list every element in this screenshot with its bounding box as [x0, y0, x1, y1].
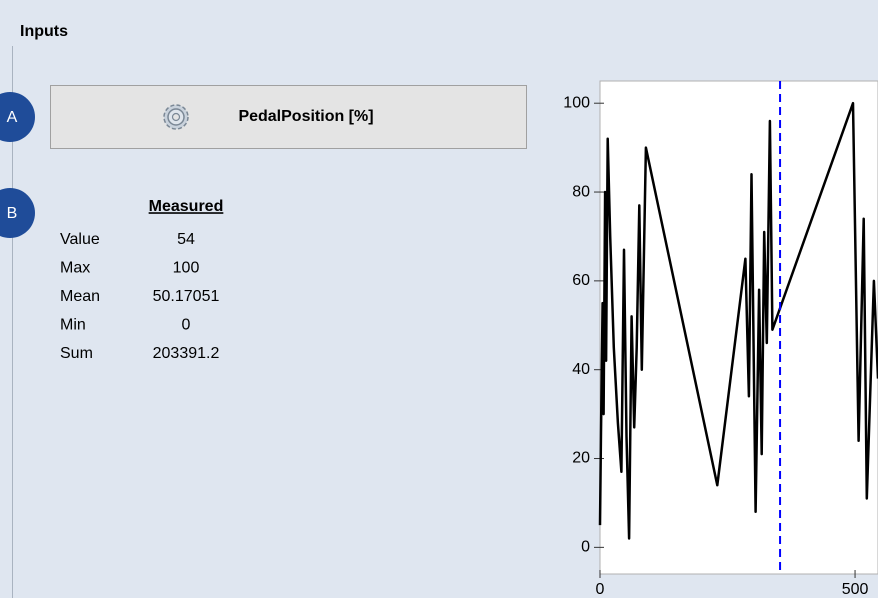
- badge: [0, 188, 35, 238]
- stat-value: 50.17051: [153, 288, 220, 305]
- y-tick-label: 20: [572, 450, 590, 467]
- data-line: [598, 101, 878, 540]
- stat-value: 203391.2: [153, 345, 220, 362]
- y-tick-label: 0: [581, 539, 590, 556]
- stat-value: 0: [182, 317, 191, 334]
- y-tick-label: 100: [563, 94, 590, 111]
- x-tick-label: 500: [842, 581, 869, 598]
- button-label[interactable]: PedalPosition [%]: [238, 108, 373, 125]
- gear-icon: [163, 104, 189, 130]
- x-tick-label: 0: [596, 581, 605, 598]
- panel-title: Inputs: [20, 23, 68, 40]
- signal-button[interactable]: [50, 85, 527, 149]
- y-tick-label: 40: [572, 361, 590, 378]
- stat-label: Min: [60, 317, 86, 334]
- y-tick-label: 80: [572, 183, 590, 200]
- stat-value: 54: [177, 231, 195, 248]
- stat-label: Sum: [60, 345, 93, 362]
- badge: [0, 92, 35, 142]
- stat-label: Max: [60, 260, 90, 277]
- stat-label: Mean: [60, 288, 100, 305]
- stats-heading: Measured: [149, 198, 224, 215]
- y-tick-label: 60: [572, 272, 590, 289]
- stat-value: 100: [173, 260, 200, 277]
- stat-label: Value: [60, 231, 100, 248]
- badge-letter: B: [7, 205, 18, 222]
- badge-letter: A: [7, 109, 18, 126]
